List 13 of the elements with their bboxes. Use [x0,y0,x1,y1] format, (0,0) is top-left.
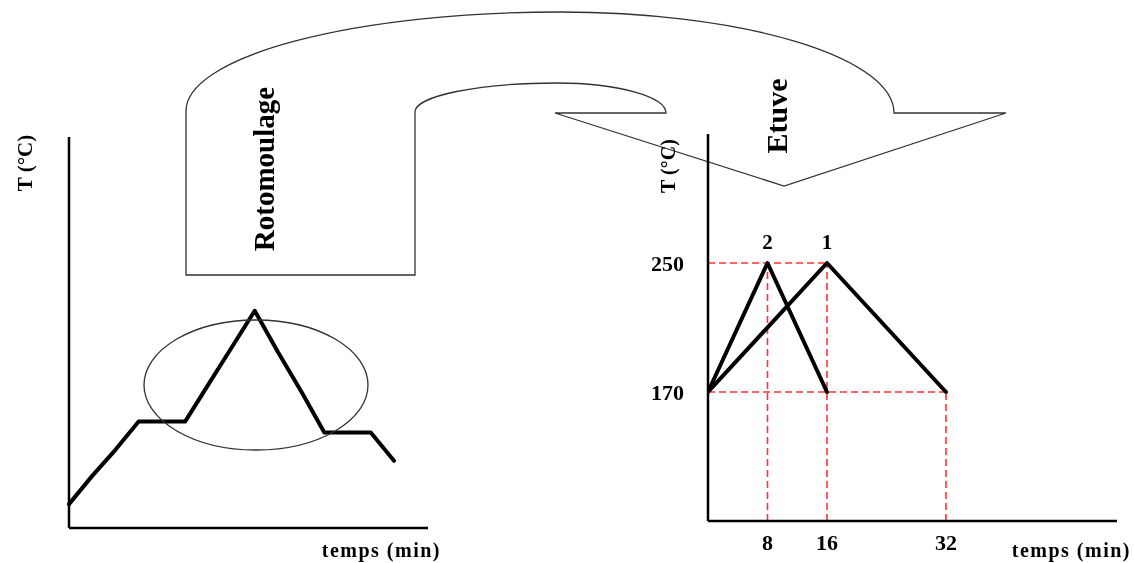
y-axis-title: T (°C) [657,139,680,193]
x-tick-label: 8 [761,529,773,555]
x-tick-label: 16 [815,529,838,555]
y-axis-title: T (°C) [13,134,37,192]
x-axis-title: temps (min) [1011,539,1131,562]
annotation: Etuve [759,78,793,154]
y-tick-label: 170 [651,379,684,405]
y-tick-label: 250 [651,250,684,276]
x-axis-title: temps (min) [321,539,441,562]
text: Rotomoulage [248,86,280,252]
series-label: 2 [762,230,773,254]
x-tick-label: 32 [934,529,957,555]
series-label: 1 [821,230,833,254]
